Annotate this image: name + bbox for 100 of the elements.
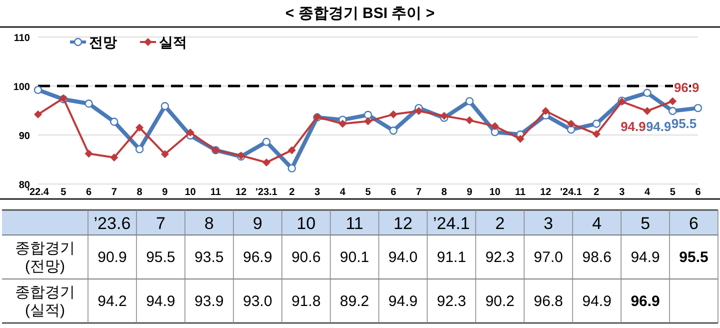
- point: [516, 134, 524, 143]
- data-label: 93.9: [194, 293, 224, 310]
- data-label: 93.0: [243, 293, 272, 310]
- x-tick-label: 4: [644, 187, 650, 198]
- point: [262, 138, 271, 146]
- data-label: 93.5: [194, 249, 224, 266]
- x-tick-label: '22.4: [27, 187, 50, 198]
- point: [668, 97, 677, 106]
- point: [338, 120, 347, 128]
- data-label: 94.2: [98, 293, 127, 310]
- chart-title: < 종합경기 BSI 추이 >: [285, 5, 435, 22]
- point: [34, 110, 42, 118]
- x-tick-label: 4: [340, 187, 346, 198]
- data-label: 96.9: [243, 249, 272, 266]
- point: [84, 100, 93, 108]
- x-tick-label: ’23.6: [94, 214, 131, 233]
- data-label: 95.5: [146, 249, 176, 266]
- data-label: 89.2: [340, 293, 370, 310]
- x-tick-label: 5: [60, 187, 67, 198]
- x-tick-label: 8: [204, 214, 214, 233]
- data-label: 92.3: [485, 249, 515, 266]
- data-label: 90.1: [340, 249, 370, 266]
- x-tick-label: 5: [670, 187, 676, 198]
- data-label: 94.0: [388, 249, 418, 266]
- y-tick-label: 종합경기 (전망): [15, 240, 75, 275]
- data-label: 91.1: [436, 249, 466, 266]
- x-tick-label: '24.1: [560, 187, 582, 198]
- point: [160, 102, 170, 110]
- point: [643, 88, 652, 97]
- x-tick-label: 6: [86, 187, 92, 198]
- data-label: 94.9: [630, 249, 660, 266]
- y-tick-label: 100: [13, 82, 30, 93]
- point: [414, 106, 423, 115]
- x-tick-label: 3: [314, 187, 320, 198]
- x-tick-label: 7: [156, 214, 166, 233]
- point: [668, 106, 677, 116]
- x-tick-label: 12: [394, 214, 412, 233]
- x-tick-label: 3: [544, 214, 554, 233]
- point: [34, 86, 42, 94]
- x-tick-label: 3: [619, 187, 626, 198]
- x-tick-label: ’24.1: [433, 214, 470, 233]
- data-label: 90.6: [291, 249, 321, 266]
- point: [466, 116, 474, 124]
- x-tick-label: 8: [441, 187, 448, 198]
- legend-label: 실적: [159, 34, 187, 50]
- x-tick-label: 9: [162, 187, 168, 198]
- point: [110, 154, 118, 162]
- point: [135, 145, 144, 154]
- point: [490, 122, 499, 130]
- data-label: 90.2: [485, 293, 515, 310]
- x-tick-label: 6: [695, 187, 702, 198]
- x-tick-label: 5: [640, 214, 650, 233]
- data-label: 96.9: [630, 293, 660, 310]
- x-tick-label: 8: [136, 187, 143, 198]
- data-label: 94.9: [582, 293, 612, 310]
- x-tick-label: 4: [592, 214, 602, 233]
- x-tick-label: 2: [495, 214, 505, 233]
- x-tick-label: '23.1: [256, 187, 278, 198]
- point: [389, 126, 398, 135]
- x-tick-label: 6: [390, 187, 397, 198]
- data-label: 95.5: [671, 116, 697, 132]
- data-label: 91.8: [291, 293, 321, 310]
- x-tick-label: 12: [236, 187, 248, 198]
- point: [364, 110, 372, 120]
- x-tick-label: 5: [365, 187, 372, 198]
- y-tick-label: 90: [18, 131, 30, 142]
- data-label: 94.9: [388, 293, 418, 310]
- data-label: 92.3: [436, 293, 466, 310]
- data-label: 94.9: [146, 293, 176, 310]
- x-tick-label: 7: [416, 187, 422, 198]
- x-tick-label: 6: [689, 214, 699, 233]
- point: [136, 124, 144, 132]
- data-label: 97.0: [534, 249, 563, 266]
- point: [288, 164, 296, 172]
- point: [490, 128, 500, 136]
- x-tick-label: 9: [466, 187, 473, 198]
- y-tick-label: 종합경기 (실적): [15, 284, 75, 319]
- x-tick-label: 10: [296, 214, 316, 233]
- point: [643, 106, 652, 115]
- x-tick-label: 11: [210, 187, 222, 198]
- point: [364, 117, 372, 126]
- data-label: 94.9: [620, 118, 646, 134]
- data-label: 94.9: [646, 118, 672, 134]
- point: [288, 146, 296, 154]
- x-tick-label: 11: [346, 214, 364, 233]
- data-label: 95.5: [679, 249, 708, 266]
- point: [567, 120, 576, 128]
- point: [186, 128, 194, 137]
- point: [694, 104, 702, 112]
- point: [84, 150, 93, 158]
- point: [110, 118, 118, 126]
- x-tick-label: 2: [594, 187, 600, 198]
- x-tick-label: 12: [540, 187, 552, 198]
- data-label: 96.8: [534, 293, 563, 310]
- x-tick-label: 10: [184, 187, 196, 198]
- x-tick-label: 11: [515, 187, 526, 198]
- point: [465, 97, 474, 106]
- data-label: 98.6: [582, 249, 612, 266]
- x-tick-label: 2: [289, 187, 296, 198]
- point: [542, 106, 550, 115]
